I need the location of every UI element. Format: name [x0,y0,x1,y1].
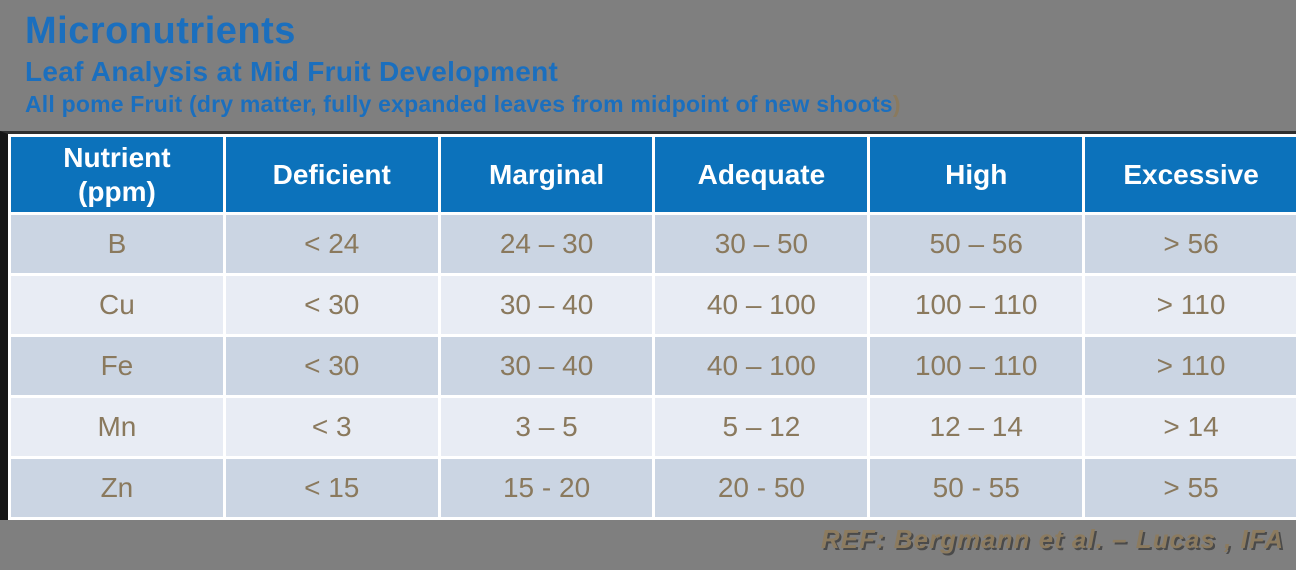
header-cell-excessive: Excessive [1085,137,1296,212]
table-body: B < 24 24 – 30 30 – 50 50 – 56 > 56 Cu <… [11,215,1296,517]
value-cell: > 56 [1085,215,1296,273]
nutrient-cell: Cu [11,276,223,334]
table-row-mn: Mn < 3 3 – 5 5 – 12 12 – 14 > 14 [11,398,1296,456]
reference-text: REF: Bergmann et al. – Lucas , IFA [820,524,1284,554]
header-cell-high: High [870,137,1083,212]
nutrient-table: Nutrient (ppm) Deficient Marginal Adequa… [8,134,1296,520]
value-cell: 50 – 56 [870,215,1083,273]
subtitle-detail-text: All pome Fruit (dry matter, fully expand… [25,91,893,118]
value-cell: 100 – 110 [870,337,1083,395]
value-cell: > 14 [1085,398,1296,456]
table-row-fe: Fe < 30 30 – 40 40 – 100 100 – 110 > 110 [11,337,1296,395]
header-row: Nutrient (ppm) Deficient Marginal Adequa… [11,137,1296,212]
value-cell: > 110 [1085,337,1296,395]
value-cell: 15 - 20 [440,459,653,517]
value-cell: 30 – 50 [655,215,868,273]
value-cell: 30 – 40 [440,337,653,395]
header-cell-deficient: Deficient [225,137,438,212]
value-cell: 40 – 100 [655,337,868,395]
value-cell: < 15 [225,459,438,517]
title-block: Micronutrients Leaf Analysis at Mid Frui… [25,10,901,118]
nutrient-cell: B [11,215,223,273]
table-header: Nutrient (ppm) Deficient Marginal Adequa… [11,137,1296,212]
table-row-cu: Cu < 30 30 – 40 40 – 100 100 – 110 > 110 [11,276,1296,334]
subtitle-detail-paren: ) [892,91,901,118]
value-cell: < 3 [225,398,438,456]
value-cell: 30 – 40 [440,276,653,334]
value-cell: 20 - 50 [655,459,868,517]
table-row-b: B < 24 24 – 30 30 – 50 50 – 56 > 56 [11,215,1296,273]
header-cell-marginal: Marginal [440,137,653,212]
value-cell: < 30 [225,337,438,395]
value-cell: 24 – 30 [440,215,653,273]
value-cell: 40 – 100 [655,276,868,334]
page-title: Micronutrients [25,10,296,52]
value-cell: < 30 [225,276,438,334]
value-cell: 12 – 14 [870,398,1083,456]
nutrient-cell: Fe [11,337,223,395]
value-cell: 50 - 55 [870,459,1083,517]
page-subtitle: Leaf Analysis at Mid Fruit Development [25,55,559,87]
table-row-zn: Zn < 15 15 - 20 20 - 50 50 - 55 > 55 [11,459,1296,517]
value-cell: < 24 [225,215,438,273]
value-cell: > 110 [1085,276,1296,334]
value-cell: > 55 [1085,459,1296,517]
page-subtitle-detail: All pome Fruit (dry matter, fully expand… [25,92,901,117]
header-cell-adequate: Adequate [655,137,868,212]
nutrient-cell: Zn [11,459,223,517]
value-cell: 3 – 5 [440,398,653,456]
header-cell-nutrient: Nutrient (ppm) [11,137,223,212]
nutrient-table-frame: Nutrient (ppm) Deficient Marginal Adequa… [0,131,1296,520]
value-cell: 5 – 12 [655,398,868,456]
nutrient-cell: Mn [11,398,223,456]
value-cell: 100 – 110 [870,276,1083,334]
